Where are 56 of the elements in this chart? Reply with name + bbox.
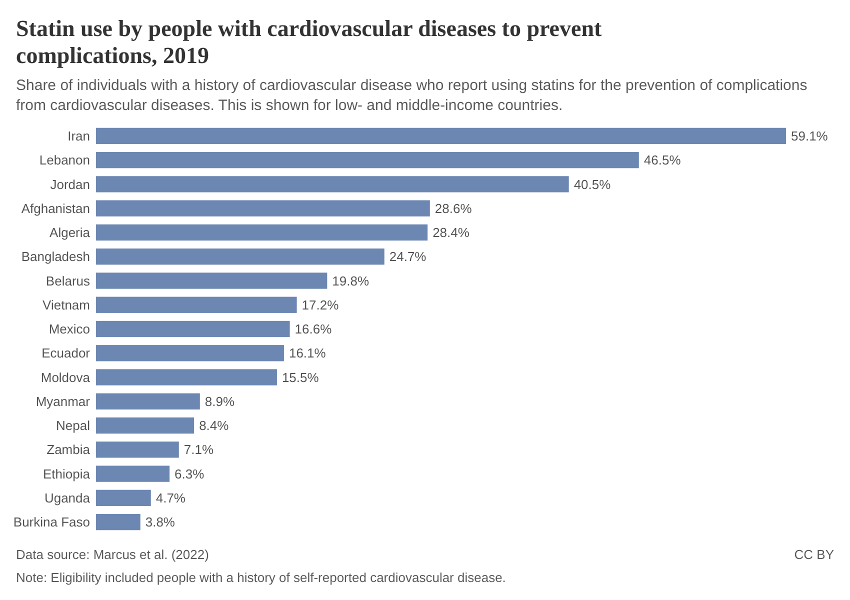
bar — [96, 514, 140, 530]
bar — [96, 200, 430, 216]
bar — [96, 320, 290, 338]
bar — [96, 248, 384, 265]
y-tick-label: Zambia — [46, 442, 91, 458]
y-tick-label: Jordan — [50, 176, 90, 192]
bar — [96, 152, 639, 168]
y-tick-label: Myanmar — [36, 394, 91, 409]
data-label: 28.4% — [432, 225, 470, 240]
bar — [96, 128, 786, 144]
y-tick-label: Bangladesh — [21, 249, 90, 264]
y-tick-label: Belarus — [46, 273, 90, 288]
y-tick-label: Uganda — [44, 490, 91, 506]
bar — [96, 393, 200, 410]
y-tick-label: Mexico — [48, 322, 90, 337]
bar — [96, 345, 284, 362]
y-tick-label: Nepal — [56, 418, 90, 434]
bar — [96, 296, 297, 313]
y-tick-label: Lebanon — [39, 152, 90, 168]
bar — [96, 417, 194, 434]
y-tick-label: Algeria — [50, 225, 91, 240]
chart-title: Statin use by people with cardiovascular diseases to prevent complications, 2019 — [16, 16, 602, 68]
data-label: 46.5% — [644, 152, 682, 168]
chart-subtitle: Share of individuals with a history of cardiovascular disease who report using statins for the prevention of complications from cardiovascular diseases. This is shown for low- and middle-income countries. — [16, 77, 808, 114]
bar — [96, 442, 179, 458]
data-label: 40.5% — [574, 176, 612, 192]
data-label: 16.6% — [294, 322, 332, 337]
y-tick-label: Ecuador — [42, 346, 91, 361]
bar — [96, 490, 151, 506]
bar — [96, 176, 569, 192]
data-label: 8.4% — [199, 418, 230, 434]
data-label: 4.7% — [156, 490, 186, 506]
data-label: 3.8% — [145, 514, 176, 530]
data-label: 16.1% — [288, 346, 326, 361]
data-label: 28.6% — [434, 200, 472, 216]
data-label: 59.1% — [791, 128, 828, 144]
y-tick-label: Afghanistan — [21, 200, 90, 216]
y-tick-label: Iran — [68, 128, 90, 144]
source-note: Data source: Marcus et al. (2022) — [16, 547, 209, 562]
y-tick-label: Vietnam — [42, 297, 90, 312]
data-label: 19.8% — [332, 273, 370, 288]
data-label: 24.7% — [389, 249, 427, 264]
bar — [96, 272, 328, 289]
bar — [96, 466, 170, 482]
data-label: 6.3% — [174, 466, 205, 482]
y-tick-label: Moldova — [40, 370, 91, 385]
y-tick-label: Ethiopia — [43, 466, 91, 482]
text: CC BY — [794, 547, 834, 562]
data-label: 17.2% — [302, 297, 340, 312]
y-tick-label: Burkina Faso — [13, 514, 90, 530]
bar — [96, 224, 428, 241]
data-label: 8.9% — [204, 394, 235, 409]
bar — [96, 369, 277, 386]
text: Note: Eligibility included people with a history of self-reported cardiovascular disease. — [16, 570, 506, 585]
data-label: 7.1% — [184, 442, 214, 458]
data-label: 15.5% — [282, 370, 320, 385]
